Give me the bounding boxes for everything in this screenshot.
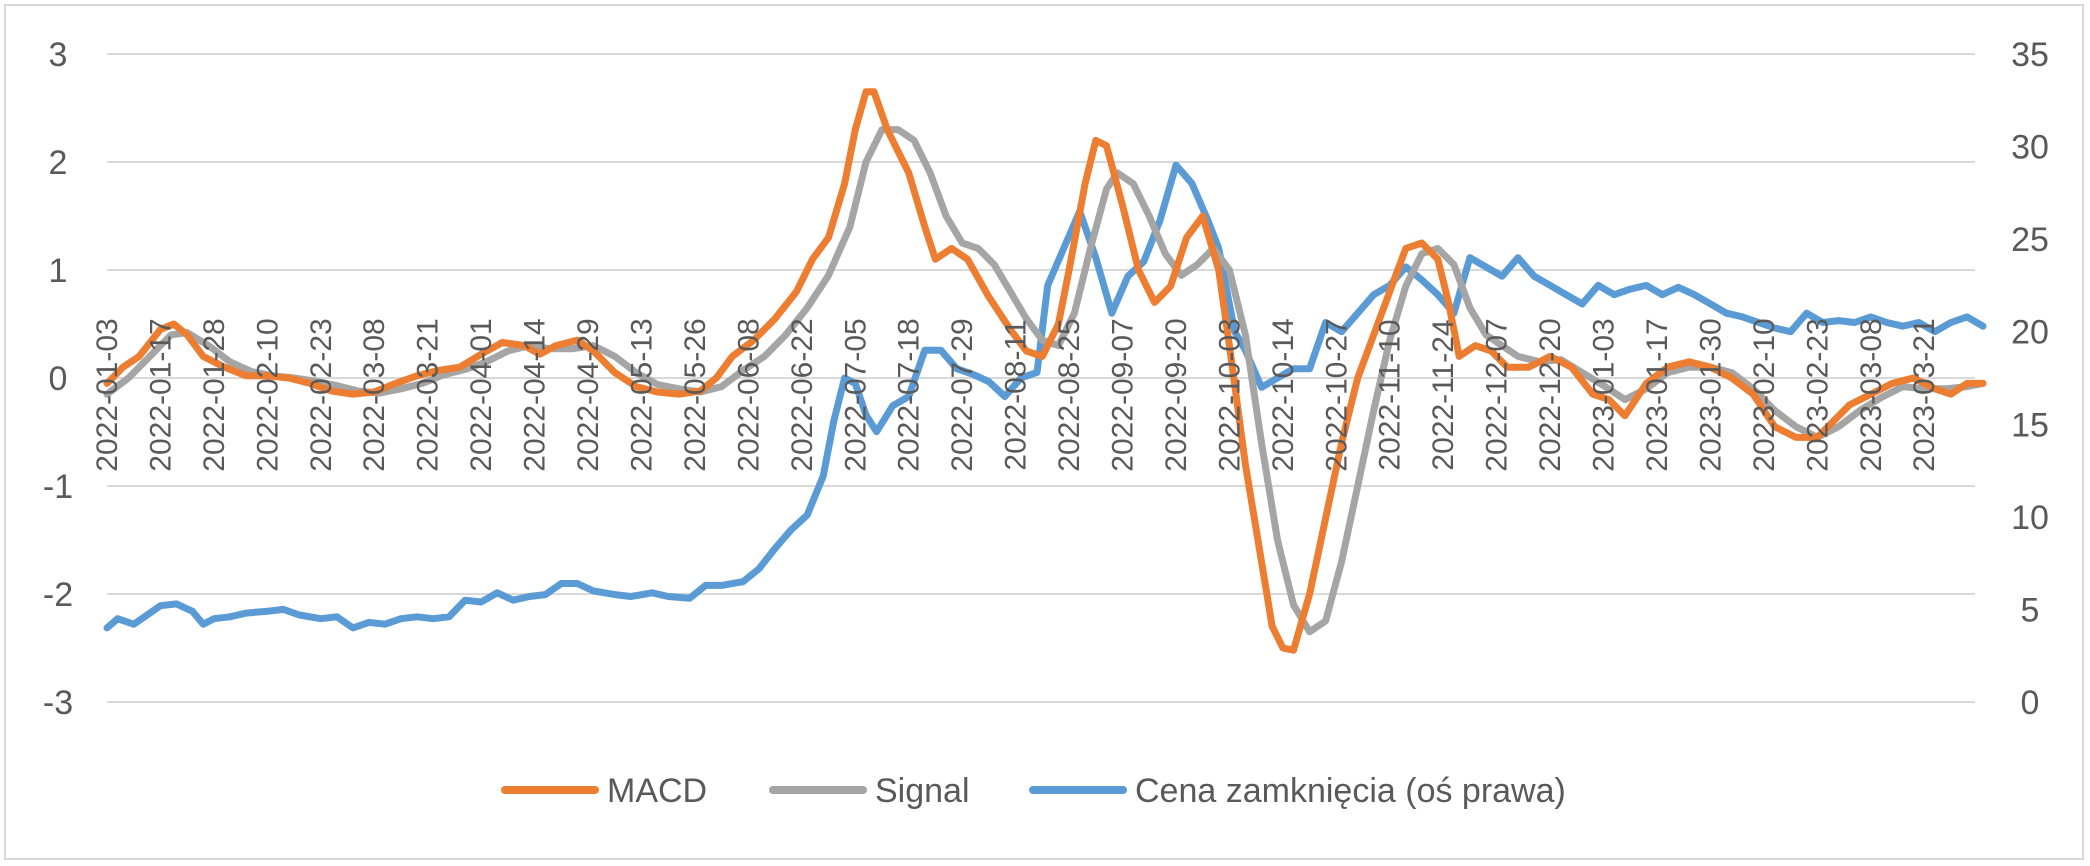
right-y-tick-label: 20 <box>2011 314 2049 352</box>
x-tick-label: 2022-09-20 <box>1160 318 1193 471</box>
x-axis-ticks: 2022-01-03 2022-01-17 2022-01-28 2022-02-10… <box>91 318 1941 471</box>
left-y-tick-label: 2 <box>49 144 68 182</box>
x-tick-label: 2022-05-13 <box>626 318 659 471</box>
x-tick-label: 2022-02-10 <box>251 318 284 471</box>
x-tick-label: 2023-03-21 <box>1908 318 1941 471</box>
left-y-tick-label: 3 <box>49 36 68 74</box>
x-tick-label: 2022-07-18 <box>893 318 926 471</box>
x-tick-label: 2022-10-27 <box>1320 318 1353 471</box>
x-tick-label: 2022-04-14 <box>519 318 552 471</box>
left-y-tick-label: 0 <box>49 360 68 398</box>
right-y-tick-label: 15 <box>2011 406 2049 444</box>
right-y-tick-label: 5 <box>2021 591 2040 629</box>
x-tick-label: 2023-02-10 <box>1748 318 1781 471</box>
x-tick-label: 2023-01-17 <box>1641 318 1674 471</box>
x-tick-label: 2022-11-24 <box>1427 319 1460 470</box>
x-tick-label: 2022-06-22 <box>786 318 819 471</box>
x-tick-label: 2022-08-11 <box>1000 319 1033 470</box>
x-tick-label: 2022-01-28 <box>198 318 231 471</box>
x-tick-label: 2022-12-07 <box>1481 318 1514 471</box>
x-tick-label: 2022-04-01 <box>465 318 498 471</box>
x-tick-label: 2022-10-03 <box>1213 318 1246 471</box>
legend: MACD Signal Cena zamknięcia (oś prawa) <box>501 772 1566 810</box>
legend-label: MACD <box>607 772 707 810</box>
x-tick-label: 2022-03-21 <box>412 318 445 471</box>
series-lines <box>103 88 1987 654</box>
left-y-tick-label: -2 <box>43 576 73 614</box>
right-y-tick-label: 35 <box>2011 36 2049 74</box>
x-tick-label: 2022-07-05 <box>839 318 872 471</box>
x-tick-label: 2023-01-03 <box>1588 318 1621 471</box>
x-tick-label: 2022-08-25 <box>1053 318 1086 471</box>
right-y-tick-label: 0 <box>2021 684 2040 722</box>
right-y-axis: 35 30 25 20 15 10 5 0 <box>2011 36 2049 722</box>
x-tick-label: 2022-11-10 <box>1374 319 1407 470</box>
x-tick-label: 2022-03-08 <box>358 318 391 471</box>
series-line-cena <box>103 161 1987 632</box>
x-tick-label: 2022-01-03 <box>91 318 124 471</box>
x-tick-label: 2022-09-07 <box>1107 318 1140 471</box>
legend-label: Cena zamknięcia (oś prawa) <box>1135 772 1566 810</box>
x-tick-label: 2022-05-26 <box>679 318 712 471</box>
right-y-tick-label: 10 <box>2011 499 2049 537</box>
legend-label: Signal <box>875 772 970 810</box>
series-line-macd <box>103 88 1987 654</box>
x-tick-label: 2022-04-29 <box>572 318 605 471</box>
right-y-tick-label: 30 <box>2011 129 2049 167</box>
left-y-tick-label: -1 <box>43 468 73 506</box>
left-y-axis: 3 2 1 0 -1 -2 -3 <box>43 36 73 722</box>
chart-frame <box>4 4 2084 860</box>
x-tick-label: 2022-10-14 <box>1267 318 1300 471</box>
right-y-tick-label: 25 <box>2011 221 2049 259</box>
x-tick-label: 2023-03-08 <box>1855 318 1888 471</box>
gridlines <box>107 53 1975 703</box>
x-tick-label: 2022-12-20 <box>1534 318 1567 471</box>
left-y-tick-label: 1 <box>49 252 68 290</box>
left-y-tick-label: -3 <box>43 684 73 722</box>
x-tick-label: 2022-07-29 <box>946 318 979 471</box>
x-tick-label: 2023-02-23 <box>1801 318 1834 471</box>
x-tick-label: 2022-02-23 <box>305 318 338 471</box>
x-tick-label: 2023-01-30 <box>1694 318 1727 471</box>
x-tick-label: 2022-06-08 <box>732 318 765 471</box>
x-tick-label: 2022-01-17 <box>144 318 177 471</box>
